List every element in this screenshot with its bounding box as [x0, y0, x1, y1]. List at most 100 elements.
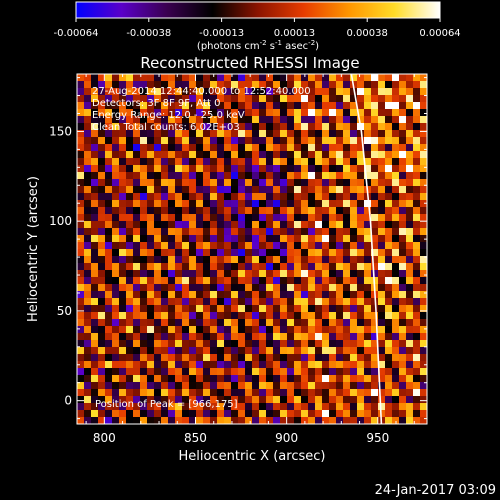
heatmap-cell	[392, 333, 400, 341]
heatmap-cell	[147, 88, 155, 96]
heatmap-cell	[203, 179, 211, 187]
heatmap-cell	[259, 333, 267, 341]
heatmap-cell	[259, 361, 267, 369]
heatmap-cell	[406, 158, 414, 166]
heatmap-cell	[182, 186, 190, 194]
heatmap-cell	[357, 179, 365, 187]
heatmap-cell	[301, 221, 309, 229]
heatmap-cell	[119, 193, 127, 201]
heatmap-cell	[350, 193, 358, 201]
heatmap-cell	[329, 242, 337, 250]
heatmap-cell	[154, 333, 162, 341]
heatmap-cell	[392, 396, 400, 404]
heatmap-cell	[413, 116, 421, 124]
heatmap-cell	[294, 340, 302, 348]
heatmap-cell	[210, 102, 218, 110]
heatmap-cell	[315, 158, 323, 166]
heatmap-cell	[119, 221, 127, 229]
heatmap-cell	[168, 305, 176, 313]
heatmap-cell	[140, 172, 148, 180]
heatmap-cell	[259, 263, 267, 271]
heatmap-cell	[308, 340, 316, 348]
heatmap-cell	[182, 207, 190, 215]
heatmap-cell	[385, 151, 393, 159]
heatmap-cell	[413, 95, 421, 103]
heatmap-cell	[287, 277, 295, 285]
heatmap-cell	[189, 186, 197, 194]
heatmap-cell	[196, 417, 204, 424]
heatmap-cell	[301, 151, 309, 159]
heatmap-cell	[245, 109, 253, 117]
heatmap-cell	[217, 165, 225, 173]
heatmap-cell	[371, 389, 379, 397]
heatmap-cell	[196, 165, 204, 173]
heatmap-cell	[308, 123, 316, 131]
heatmap-cell	[287, 165, 295, 173]
heatmap-cell	[126, 137, 134, 145]
heatmap-cell	[329, 256, 337, 264]
heatmap-cell	[364, 361, 372, 369]
heatmap-cell	[112, 249, 120, 257]
heatmap-cell	[98, 172, 106, 180]
heatmap-cell	[238, 284, 246, 292]
heatmap-cell	[112, 144, 120, 152]
heatmap-cell	[336, 123, 344, 131]
heatmap-cell	[322, 249, 330, 257]
heatmap-cell	[231, 165, 239, 173]
heatmap-cell	[105, 151, 113, 159]
heatmap-cell	[140, 214, 148, 222]
heatmap-cell	[287, 88, 295, 96]
heatmap-cell	[224, 235, 232, 243]
heatmap-cell	[350, 403, 358, 411]
heatmap-cell	[168, 186, 176, 194]
heatmap-cell	[224, 151, 232, 159]
heatmap-cell	[301, 319, 309, 327]
heatmap-cell	[259, 312, 267, 320]
heatmap-cell	[105, 410, 113, 418]
heatmap-cell	[392, 382, 400, 390]
heatmap-cell	[420, 109, 427, 117]
heatmap-cell	[259, 151, 267, 159]
heatmap-cell	[343, 410, 351, 418]
heatmap-cell	[112, 270, 120, 278]
heatmap-cell	[287, 74, 295, 82]
heatmap-cell	[161, 389, 169, 397]
heatmap-cell	[245, 403, 253, 411]
heatmap-cell	[147, 256, 155, 264]
heatmap-cell	[168, 277, 176, 285]
heatmap-cell	[406, 347, 414, 355]
heatmap-cell	[399, 179, 407, 187]
heatmap-cell	[406, 123, 414, 131]
heatmap-cell	[140, 81, 148, 89]
heatmap-cell	[196, 186, 204, 194]
heatmap-cell	[175, 396, 183, 404]
heatmap-cell	[203, 88, 211, 96]
heatmap-cell	[98, 193, 106, 201]
heatmap-cell	[273, 144, 281, 152]
heatmap-cell	[203, 200, 211, 208]
heatmap-cell	[217, 109, 225, 117]
heatmap-cell	[238, 172, 246, 180]
heatmap-cell	[336, 228, 344, 236]
heatmap-cell	[112, 263, 120, 271]
heatmap-cell	[364, 326, 372, 334]
heatmap-cell	[210, 123, 218, 131]
heatmap-cell	[420, 417, 427, 424]
heatmap-cell	[301, 88, 309, 96]
heatmap-cell	[399, 214, 407, 222]
heatmap-cell	[238, 207, 246, 215]
heatmap-cell	[413, 347, 421, 355]
heatmap-cell	[147, 403, 155, 411]
heatmap-cell	[378, 242, 386, 250]
heatmap-cell	[77, 102, 85, 110]
heatmap-cell	[350, 263, 358, 271]
heatmap-cell	[154, 207, 162, 215]
heatmap-cell	[420, 179, 427, 187]
heatmap-cell	[399, 389, 407, 397]
heatmap-cell	[322, 396, 330, 404]
heatmap-cell	[154, 256, 162, 264]
heatmap-cell	[182, 263, 190, 271]
heatmap-cell	[84, 326, 92, 334]
heatmap-cell	[168, 361, 176, 369]
heatmap-cell	[133, 417, 141, 424]
